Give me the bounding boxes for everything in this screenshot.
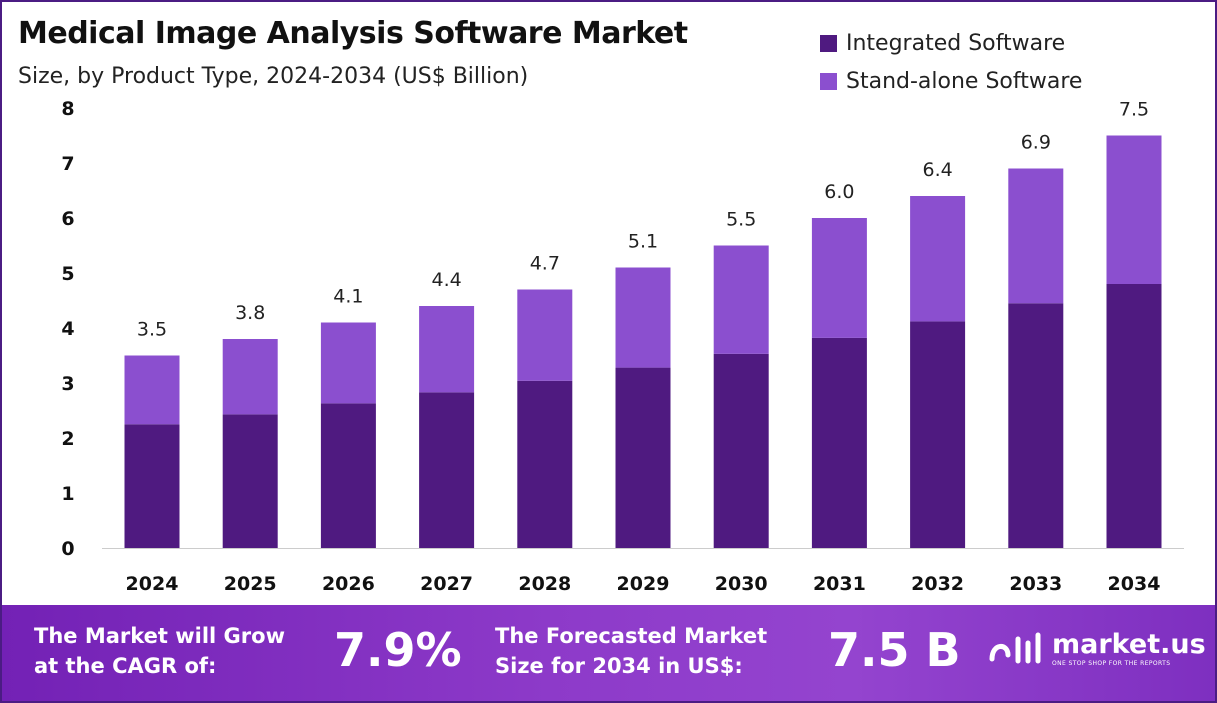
brand-logo: market.us ONE STOP SHOP FOR THE REPORTS: [988, 629, 1206, 669]
bar-standalone: [320, 322, 376, 404]
bar-integrated: [615, 367, 671, 548]
chart-legend: Integrated Software Stand-alone Software: [820, 24, 1082, 100]
x-tick-label: 2032: [911, 573, 964, 595]
cagr-value: 7.9%: [334, 623, 462, 677]
x-tick-label: 2031: [813, 573, 866, 595]
total-data-label: 4.7: [530, 253, 560, 275]
stacked-bar-chart: 0 1 2 3 4 5 6 7 8 3.5 2024 3.8 2025 4.1 2026 4.4 2027 4.7…: [61, 98, 1184, 595]
total-data-label: 7.5: [1119, 99, 1149, 121]
y-tick-label: 3: [61, 373, 74, 395]
x-tick-label: 2034: [1108, 573, 1161, 595]
y-tick-label: 5: [61, 263, 74, 285]
forecast-label-line1: The Forecasted Market: [495, 624, 768, 648]
forecast-value: 7.5 B: [828, 623, 961, 677]
total-data-label: 4.4: [431, 269, 461, 291]
y-tick-label: 0: [61, 538, 74, 560]
total-data-label: 5.1: [628, 231, 658, 253]
total-data-label: 3.8: [235, 302, 265, 324]
x-tick-label: 2027: [420, 573, 473, 595]
cagr-label-line2: at the CAGR of:: [34, 654, 217, 678]
bar-standalone: [222, 339, 278, 415]
total-data-label: 6.9: [1021, 132, 1051, 154]
legend-item-integrated: Integrated Software: [820, 24, 1082, 62]
bar-integrated: [320, 403, 376, 548]
legend-label-integrated: Integrated Software: [846, 30, 1066, 56]
legend-item-standalone: Stand-alone Software: [820, 62, 1082, 100]
bar-integrated: [1008, 303, 1064, 548]
market-us-logo-icon: [989, 632, 1041, 664]
bar-standalone: [910, 196, 966, 322]
bar-integrated: [222, 414, 278, 548]
y-tick-label: 7: [61, 153, 74, 175]
x-tick-label: 2033: [1009, 573, 1062, 595]
bar-integrated: [713, 353, 769, 548]
bar-integrated: [1106, 284, 1162, 548]
bar-integrated: [517, 380, 573, 548]
brand-name: market.us: [1052, 628, 1206, 660]
x-tick-label: 2028: [518, 573, 571, 595]
bar-standalone: [1106, 135, 1162, 284]
brand-tagline: ONE STOP SHOP FOR THE REPORTS: [1052, 659, 1171, 667]
cagr-label: The Market will Grow at the CAGR of:: [34, 621, 285, 681]
y-tick-label: 4: [61, 318, 74, 340]
legend-swatch-standalone: [820, 72, 837, 90]
legend-label-standalone: Stand-alone Software: [846, 68, 1083, 94]
total-data-label: 6.4: [922, 159, 952, 181]
x-tick-label: 2024: [126, 573, 179, 595]
chart-title: Medical Image Analysis Software Market: [18, 16, 688, 51]
x-tick-label: 2025: [224, 573, 277, 595]
y-tick-label: 6: [61, 208, 74, 230]
chart-subtitle: Size, by Product Type, 2024-2034 (US$ Bi…: [18, 64, 529, 89]
bar-integrated: [811, 337, 867, 548]
bar-standalone: [615, 267, 671, 368]
forecast-label: The Forecasted Market Size for 2034 in U…: [495, 621, 767, 681]
x-tick-label: 2030: [715, 573, 768, 595]
y-tick-label: 2: [61, 428, 74, 450]
x-tick-label: 2026: [322, 573, 375, 595]
legend-swatch-integrated: [820, 34, 837, 52]
total-data-label: 4.1: [333, 286, 363, 308]
footer-banner: The Market will Grow at the CAGR of: 7.9…: [2, 605, 1215, 701]
bar-integrated: [910, 321, 966, 548]
y-tick-label: 1: [61, 483, 74, 505]
x-tick-label: 2029: [617, 573, 670, 595]
total-data-label: 6.0: [824, 181, 854, 203]
cagr-label-line1: The Market will Grow: [34, 624, 285, 648]
total-data-label: 3.5: [137, 319, 167, 341]
bar-standalone: [713, 245, 769, 354]
bar-standalone: [811, 218, 867, 338]
bar-standalone: [1008, 168, 1064, 304]
bar-integrated: [124, 424, 180, 548]
bar-standalone: [517, 289, 573, 381]
bar-integrated: [419, 392, 475, 548]
bar-standalone: [419, 306, 475, 393]
forecast-label-line2: Size for 2034 in US$:: [495, 654, 743, 678]
y-tick-label: 8: [61, 98, 74, 120]
bar-standalone: [124, 355, 180, 425]
total-data-label: 5.5: [726, 209, 756, 231]
